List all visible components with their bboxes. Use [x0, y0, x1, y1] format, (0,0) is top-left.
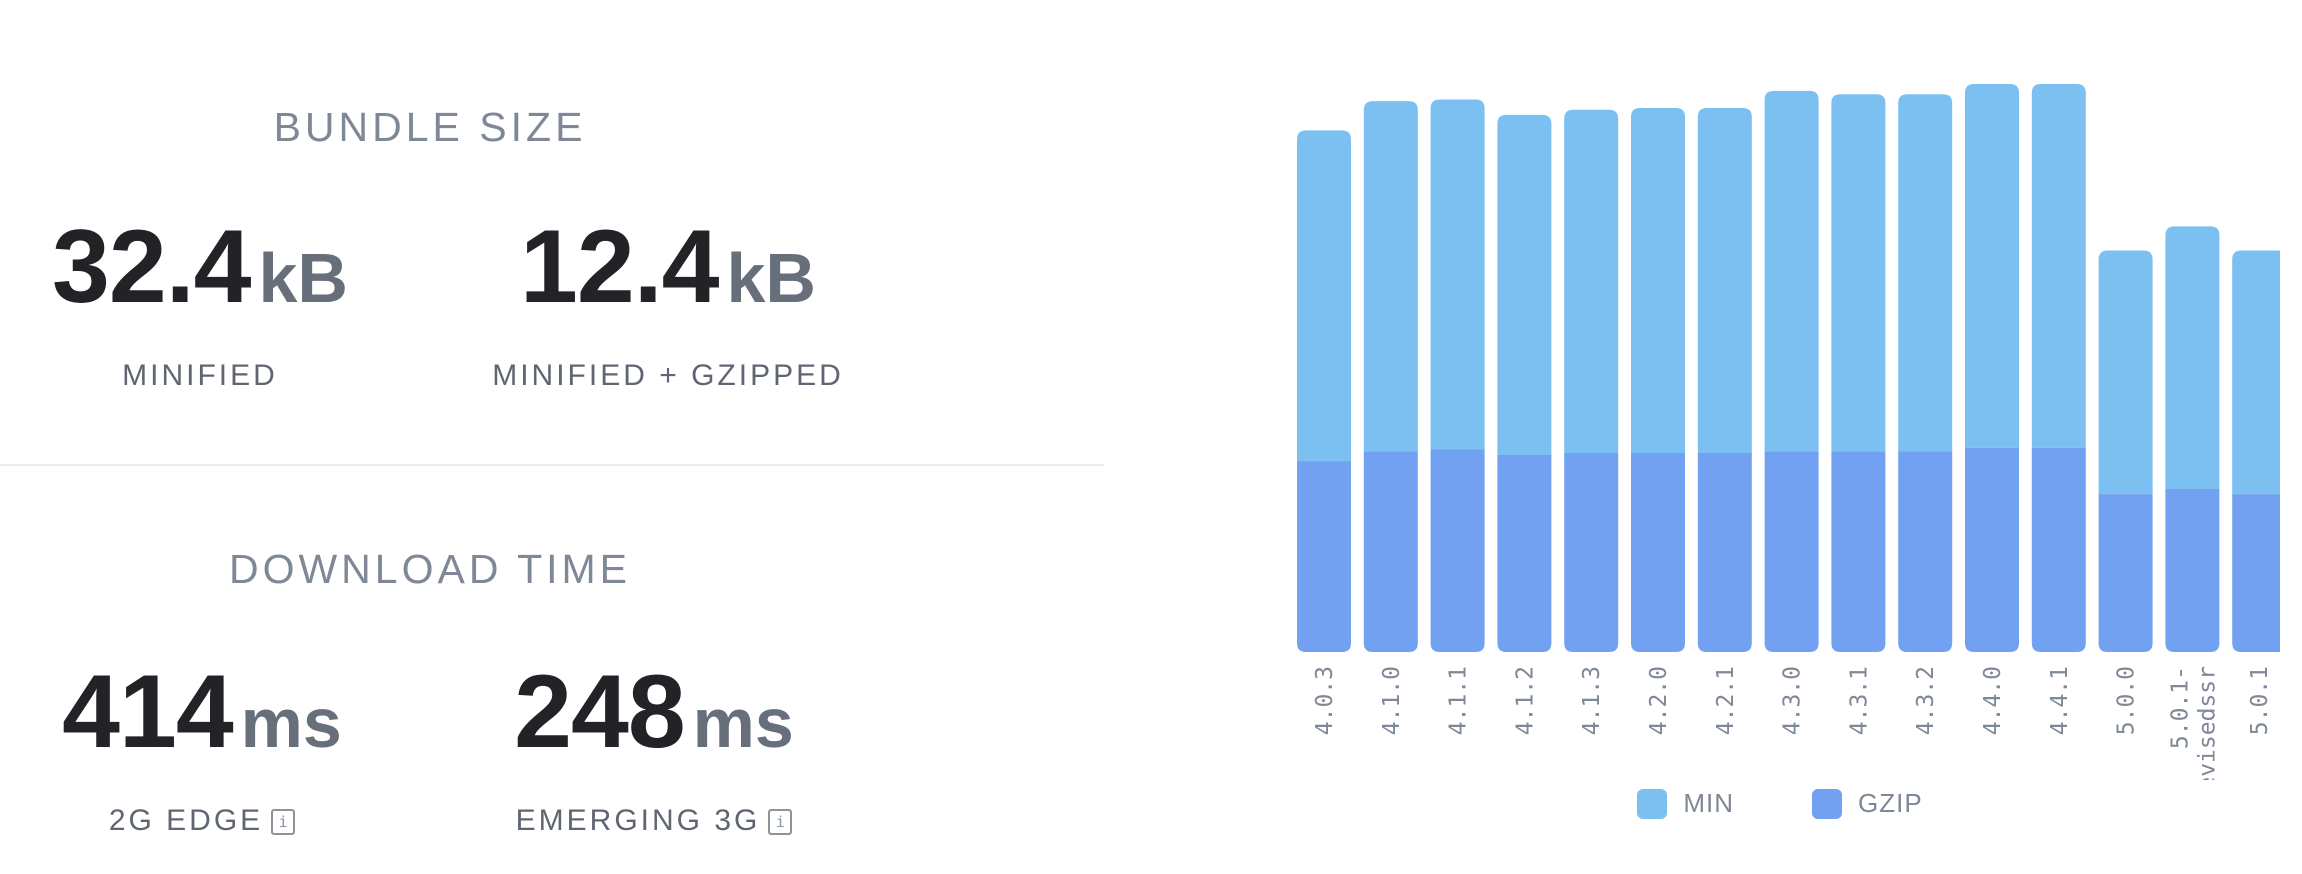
emerging-3g-unit: ms — [692, 684, 794, 762]
x-tick-label: 4.3.2 — [1913, 666, 1939, 735]
emerging-3g-label-row: EMERGING 3G i — [414, 804, 894, 838]
section-divider — [0, 464, 1104, 466]
legend-min-label: MIN — [1683, 788, 1734, 818]
x-tick-label: 4.2.1 — [1713, 666, 1739, 735]
gzipped-unit: kB — [726, 239, 816, 317]
bar-min-5.0.1[interactable] — [2232, 250, 2280, 495]
bar-min-4.1.3[interactable] — [1564, 109, 1619, 453]
bar-gzip-5.0.1-revisedssr[interactable] — [2165, 488, 2220, 652]
bar-chart: 4.0.3 4.1.0 4.1.1 4.1.2 4.1.3 4.2.0 4.2.1 4.3.0… — [1297, 84, 2280, 780]
emerging-3g-label: EMERGING 3G — [515, 804, 761, 837]
gzipped-metric: 12.4 kB MINIFIED + GZIPPED — [428, 215, 908, 393]
info-icon[interactable]: i — [768, 809, 793, 835]
bar-min-4.0.3[interactable] — [1297, 130, 1351, 462]
version-size-chart: 4.0.3 4.1.0 4.1.1 4.1.2 4.1.3 4.2.0 4.2.1 4.3.0… — [1280, 0, 2280, 874]
bar-min-4.3.1[interactable] — [1831, 94, 1886, 452]
bar-min-5.0.0[interactable] — [2098, 250, 2153, 495]
edge-metric: 414 ms 2G EDGE i — [0, 660, 442, 838]
stats-panel: BUNDLE SIZE 32.4 kB MINIFIED 12.4 kB MINIF… — [0, 0, 1104, 874]
bar-min-4.1.2[interactable] — [1497, 114, 1552, 455]
legend-gzip-label: GZIP — [1858, 788, 1923, 818]
emerging-3g-metric: 248 ms EMERGING 3G i — [414, 660, 894, 838]
x-tick-label: 4.1.2 — [1512, 666, 1538, 735]
edge-label-row: 2G EDGE i — [0, 804, 442, 838]
download-time-title: DOWNLOAD TIME — [228, 546, 632, 592]
x-tick-label: 5.0.1 — [2247, 666, 2273, 735]
edge-unit: ms — [240, 684, 342, 762]
x-tick-label: 4.1.1 — [1446, 666, 1472, 735]
bar-gzip-4.1.3[interactable] — [1564, 452, 1619, 652]
x-tick-label: 4.3.0 — [1780, 666, 1806, 735]
minified-label: MINIFIED — [122, 359, 278, 392]
bar-gzip-4.1.0[interactable] — [1363, 451, 1418, 652]
edge-value: 414 — [62, 654, 234, 770]
minified-metric: 32.4 kB MINIFIED — [0, 215, 440, 393]
x-tick-label: 5.0.0 — [2114, 666, 2140, 735]
x-tick-label: 4.1.3 — [1579, 666, 1605, 735]
bar-min-4.4.1[interactable] — [2031, 84, 2086, 448]
bar-min-4.2.1[interactable] — [1697, 108, 1752, 453]
x-tick-label: 4.4.1 — [2047, 666, 2073, 735]
gzipped-value: 12.4 — [520, 209, 719, 325]
legend-gzip: GZIP — [1812, 788, 1923, 819]
bar-gzip-5.0.1[interactable] — [2232, 494, 2280, 652]
bar-gzip-4.0.3[interactable] — [1297, 461, 1351, 652]
gzipped-label: MINIFIED + GZIPPED — [492, 359, 844, 392]
bar-gzip-4.2.0[interactable] — [1631, 452, 1685, 652]
bar-gzip-4.3.1[interactable] — [1831, 451, 1886, 652]
bar-gzip-4.2.1[interactable] — [1697, 452, 1752, 652]
legend-min-swatch — [1637, 788, 1668, 819]
bar-gzip-5.0.0[interactable] — [2098, 494, 2153, 652]
emerging-3g-value: 248 — [514, 654, 686, 770]
bar-min-4.3.2[interactable] — [1898, 94, 1953, 452]
bar-gzip-4.4.1[interactable] — [2031, 447, 2086, 652]
edge-label: 2G EDGE — [108, 804, 264, 837]
bundle-size-title: BUNDLE SIZE — [273, 104, 587, 150]
legend-min: MIN — [1637, 788, 1734, 819]
x-tick-label: 4.2.0 — [1646, 666, 1672, 735]
chart-legend: MIN GZIP — [1280, 788, 2280, 819]
bar-min-4.3.0[interactable] — [1764, 90, 1819, 452]
minified-value: 32.4 — [52, 209, 251, 325]
bar-gzip-4.4.0[interactable] — [1965, 447, 2019, 652]
minified-unit: kB — [258, 239, 348, 317]
bar-min-4.4.0[interactable] — [1965, 84, 2019, 448]
info-icon[interactable]: i — [271, 809, 296, 835]
x-tick-label: 4.4.0 — [1980, 666, 2006, 735]
bar-min-4.2.0[interactable] — [1631, 108, 1685, 453]
x-tick-label: 5.0.1-revisedssr — [2167, 666, 2220, 780]
bar-min-4.1.0[interactable] — [1363, 101, 1418, 452]
x-tick-label: 4.1.0 — [1379, 666, 1405, 735]
bar-gzip-4.1.2[interactable] — [1497, 454, 1552, 652]
bar-gzip-4.3.2[interactable] — [1898, 451, 1953, 652]
bar-min-5.0.1-revisedssr[interactable] — [2165, 226, 2220, 489]
bar-gzip-4.3.0[interactable] — [1764, 451, 1819, 652]
bar-min-4.1.1[interactable] — [1430, 99, 1485, 450]
bar-gzip-4.1.1[interactable] — [1430, 449, 1485, 652]
x-tick-label: 4.0.3 — [1312, 666, 1338, 735]
legend-gzip-swatch — [1812, 788, 1842, 819]
x-tick-label: 4.3.1 — [1846, 666, 1872, 735]
